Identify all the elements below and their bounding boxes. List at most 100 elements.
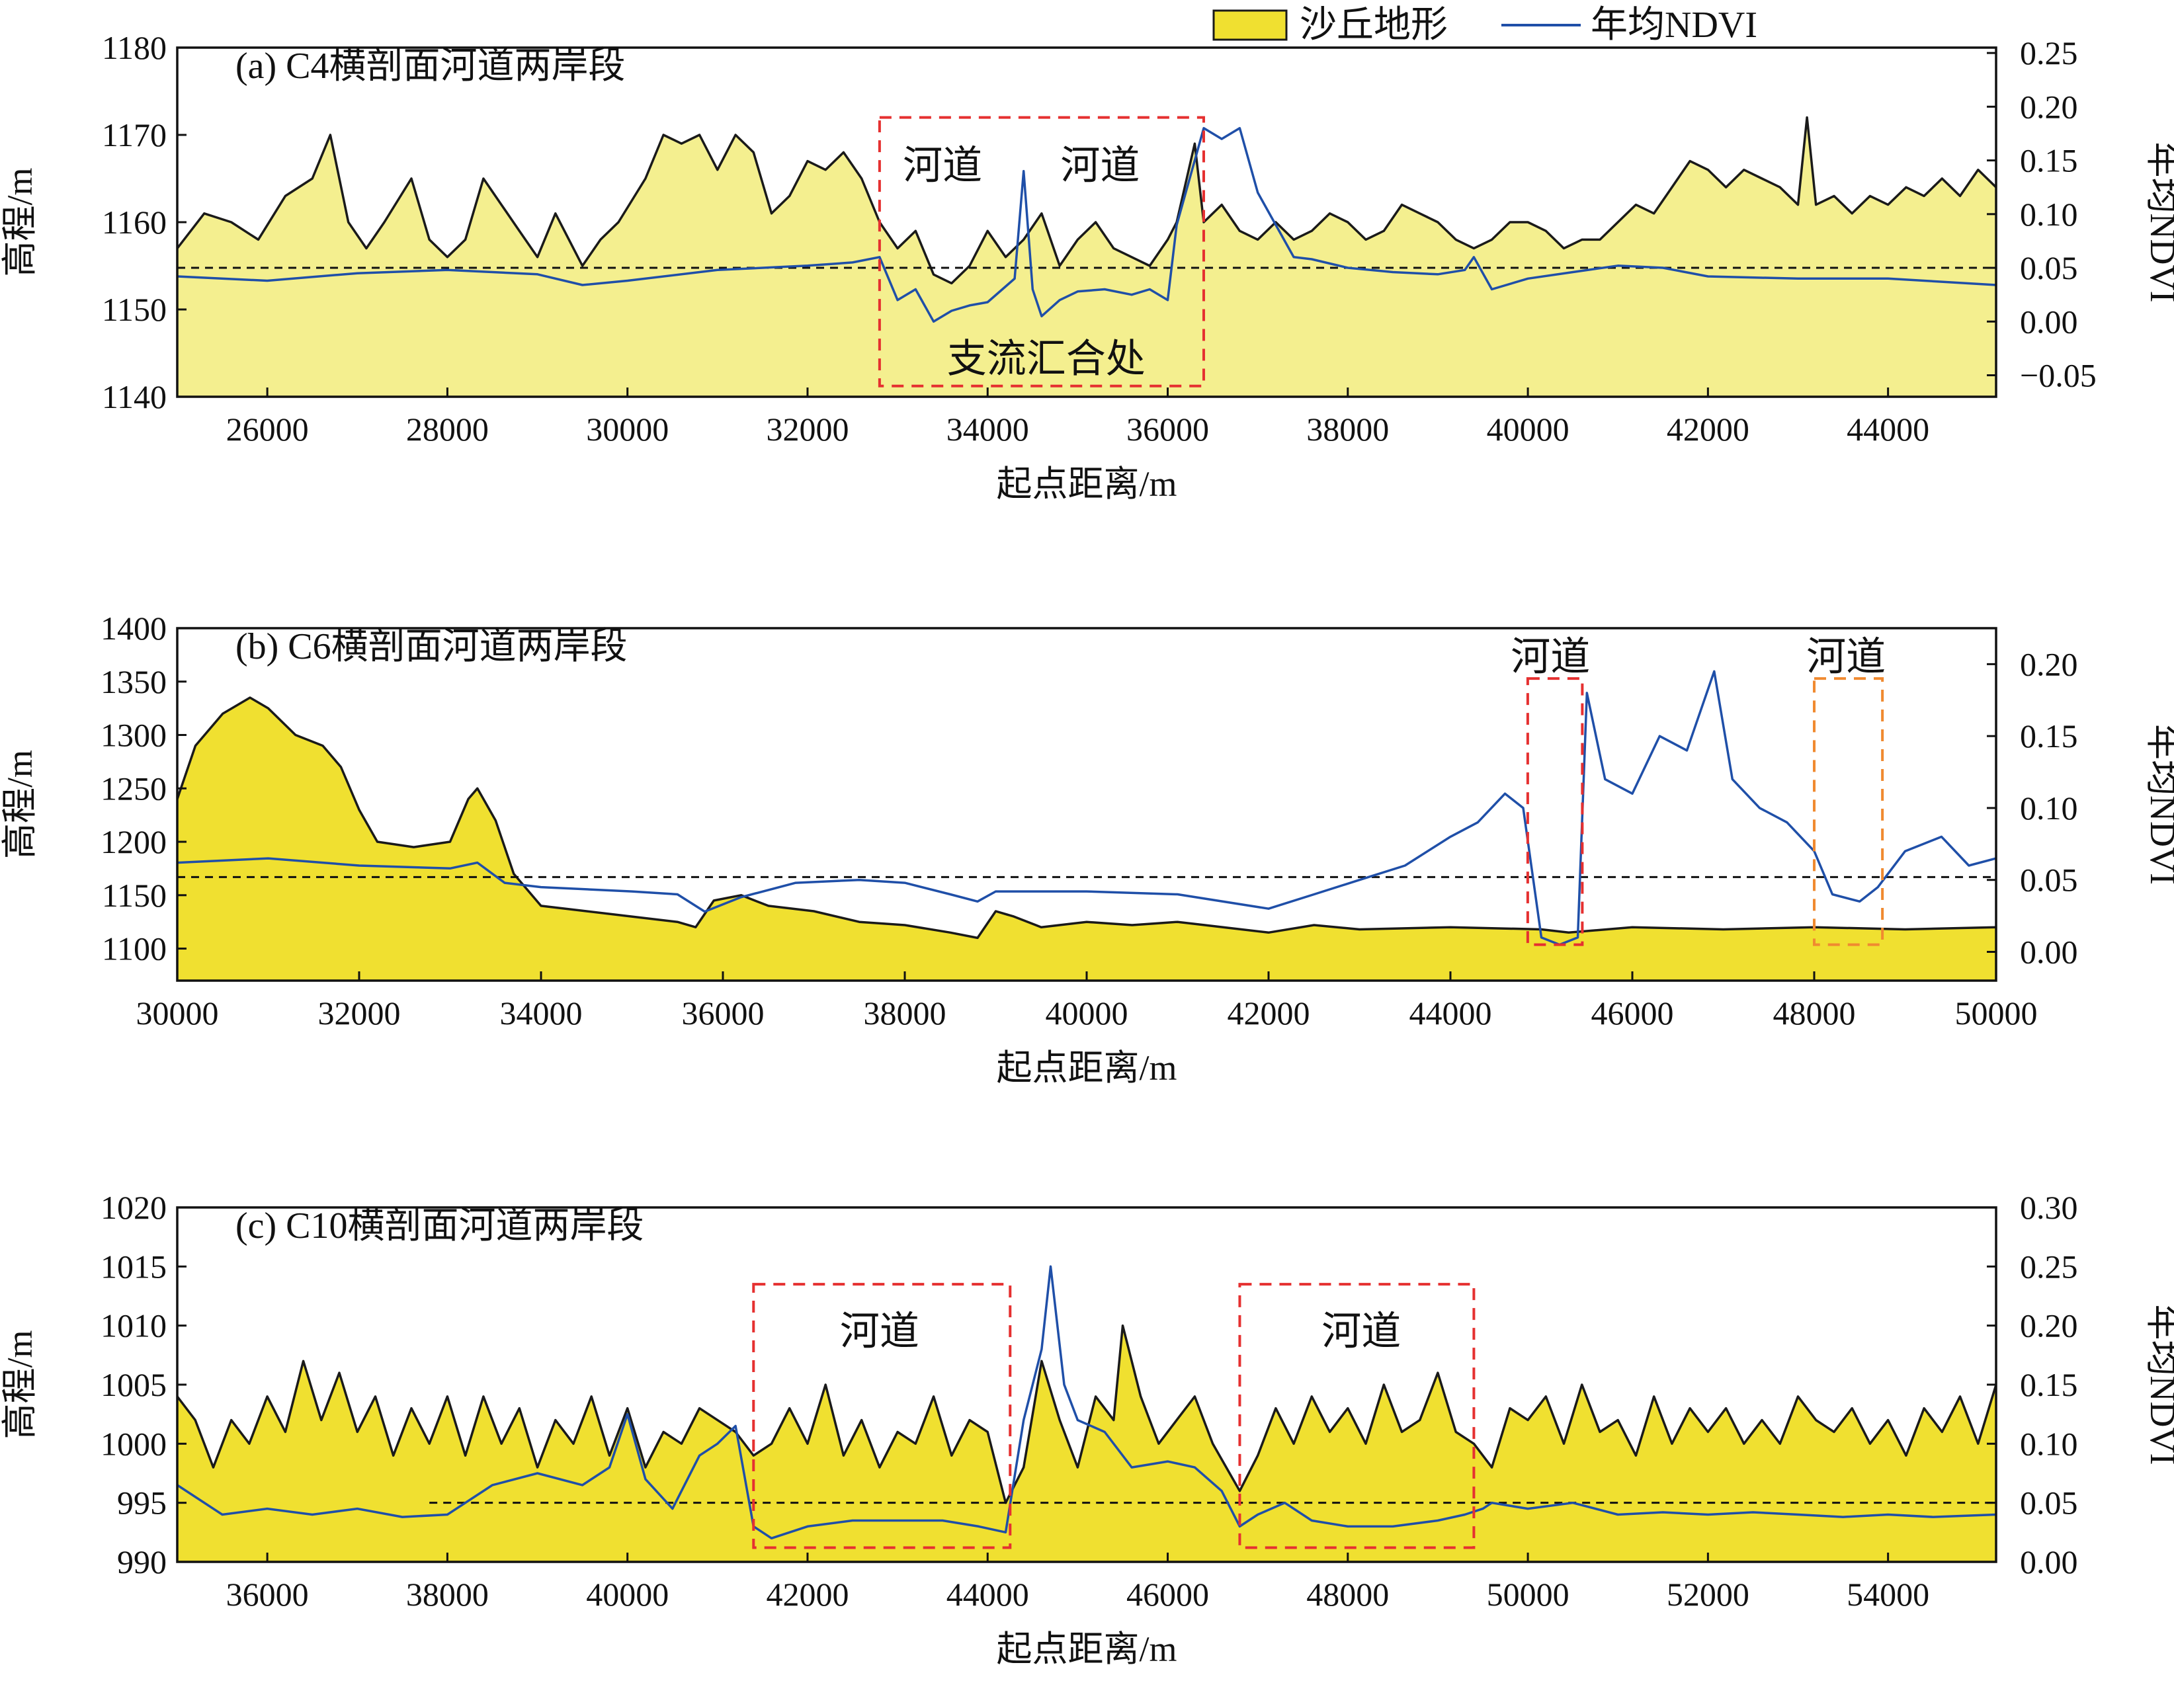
x-tick-label-a-8: 42000 (1667, 411, 1749, 448)
y2-tick-label-c-1: 0.05 (2020, 1484, 2078, 1522)
panel-title-c: (c) C10横剖面河道两岸段 (235, 1205, 644, 1246)
y-axis-label-c: 高程/m (0, 1330, 40, 1439)
x-tick-label-a-2: 30000 (586, 411, 669, 448)
panel-a-plot-area (177, 116, 1996, 397)
x-tick-label-a-9: 44000 (1847, 411, 1929, 448)
terrain-line-b (177, 696, 1996, 940)
channel-label-b-0: 河道 (1511, 635, 1590, 679)
ndvi-line-c (177, 1265, 1996, 1540)
x-tick-label-c-6: 48000 (1306, 1576, 1389, 1613)
y2-axis-label-c: 年均NDVI (2143, 1305, 2174, 1465)
terrain-line-c (177, 1324, 1996, 1504)
y2-tick-label-c-0: 0.00 (2020, 1543, 2078, 1580)
x-tick-label-c-2: 40000 (586, 1576, 669, 1613)
y-tick-label-a-2: 1160 (102, 204, 167, 241)
y-tick-label-a-0: 1140 (102, 378, 167, 415)
y2-tick-label-b-4: 0.20 (2020, 645, 2078, 682)
x-tick-label-b-7: 44000 (1409, 995, 1492, 1032)
x-tick-label-c-5: 46000 (1126, 1576, 1209, 1613)
y2-tick-label-c-3: 0.15 (2020, 1366, 2078, 1403)
x-tick-label-c-8: 52000 (1667, 1576, 1749, 1613)
y-tick-label-c-5: 1015 (101, 1248, 167, 1285)
y2-tick-label-c-2: 0.10 (2020, 1425, 2078, 1462)
x-tick-label-a-7: 40000 (1487, 411, 1569, 448)
x-tick-label-b-2: 34000 (500, 995, 583, 1032)
panel-c-plot-area (177, 1265, 1996, 1562)
channel-label-b-1: 河道 (1806, 635, 1886, 679)
y-tick-label-a-3: 1170 (102, 116, 167, 153)
x-axis-label-a: 起点距离/m (996, 464, 1177, 504)
x-tick-label-b-4: 38000 (864, 995, 946, 1032)
y-tick-label-c-4: 1010 (101, 1307, 167, 1344)
y-tick-label-b-3: 1250 (101, 770, 167, 807)
y-tick-label-a-1: 1150 (102, 291, 167, 328)
channel-box-b-0 (1526, 677, 1584, 946)
legend-terrain-label: 沙丘地形 (1300, 5, 1448, 46)
x-tick-label-a-6: 38000 (1306, 411, 1389, 448)
panel-c: 河道 河道 36000 38000 40000 42000 44000 46000 48000 5… (0, 1189, 2174, 1669)
x-tick-label-c-3: 42000 (766, 1576, 849, 1613)
y-tick-label-c-3: 1005 (101, 1366, 167, 1403)
panel-b-plot-area (177, 670, 1996, 981)
x-tick-label-b-8: 46000 (1591, 995, 1674, 1032)
x-tick-label-c-0: 36000 (226, 1576, 309, 1613)
y2-tick-label-a-6: 0.25 (2020, 34, 2078, 71)
channel-box-c-1 (1238, 1283, 1476, 1549)
ndvi-line-b (177, 670, 1996, 946)
channel-label-c-0: 河道 (840, 1310, 919, 1354)
terrain-area-a (177, 117, 1996, 397)
x-tick-label-a-3: 32000 (766, 411, 849, 448)
ndvi-line-a (177, 127, 1996, 323)
y2-tick-label-a-4: 0.15 (2020, 142, 2078, 179)
x-tick-label-a-5: 36000 (1126, 411, 1209, 448)
terrain-area-c (177, 1325, 1996, 1562)
legend-ndvi-label: 年均NDVI (1591, 5, 1757, 46)
y2-axis-label-a: 年均NDVI (2143, 142, 2174, 303)
y-tick-label-b-1: 1150 (102, 877, 167, 914)
terrain-area-b (177, 698, 1996, 981)
y-axis-label-a: 高程/m (0, 167, 40, 276)
x-tick-label-a-4: 34000 (946, 411, 1029, 448)
y2-tick-label-b-0: 0.00 (2020, 933, 2078, 970)
y-tick-label-b-2: 1200 (101, 823, 167, 860)
y-tick-label-b-0: 1100 (102, 930, 167, 967)
x-tick-label-b-9: 48000 (1773, 995, 1856, 1032)
x-tick-label-a-0: 26000 (226, 411, 309, 448)
panel-b: 河道 河道 30000 32000 34000 36000 38000 40000 42000 4… (0, 610, 2174, 1088)
y2-tick-label-a-2: 0.05 (2020, 249, 2078, 286)
y2-tick-label-a-5: 0.20 (2020, 88, 2078, 125)
x-tick-label-b-1: 32000 (318, 995, 401, 1032)
y2-tick-label-a-3: 0.10 (2020, 196, 2078, 233)
x-tick-label-c-7: 50000 (1487, 1576, 1569, 1613)
y2-tick-label-a-1: 0.00 (2020, 303, 2078, 340)
panel-title-a: (a) C4横剖面河道两岸段 (235, 46, 626, 87)
channel-label-c-1: 河道 (1321, 1310, 1401, 1354)
y2-tick-label-c-6: 0.30 (2020, 1189, 2078, 1226)
y2-tick-label-b-2: 0.10 (2020, 790, 2078, 827)
y2-tick-label-c-4: 0.20 (2020, 1307, 2078, 1344)
x-tick-label-b-6: 42000 (1228, 995, 1310, 1032)
x-tick-label-c-4: 44000 (946, 1576, 1029, 1613)
y-tick-label-c-0: 990 (117, 1543, 167, 1580)
terrain-line-a (177, 116, 1996, 285)
y2-tick-label-a-0: −0.05 (2020, 357, 2097, 394)
y2-tick-label-b-1: 0.05 (2020, 862, 2078, 899)
y2-tick-label-c-5: 0.25 (2020, 1248, 2078, 1285)
x-tick-label-c-9: 54000 (1847, 1576, 1929, 1613)
x-axis-label-b: 起点距离/m (996, 1048, 1177, 1088)
x-tick-label-b-3: 36000 (682, 995, 765, 1032)
x-tick-label-a-1: 28000 (406, 411, 489, 448)
x-tick-label-b-10: 50000 (1955, 995, 2038, 1032)
panel-title-b: (b) C6横剖面河道两岸段 (235, 626, 628, 667)
x-axis-label-c: 起点距离/m (996, 1629, 1177, 1669)
channel-label-a-2: 支流汇合处 (947, 337, 1146, 381)
channel-box-a-0 (878, 116, 1205, 387)
legend-terrain-swatch (1212, 9, 1288, 41)
y2-tick-label-b-3: 0.15 (2020, 717, 2078, 754)
y-tick-label-c-6: 1020 (101, 1189, 167, 1226)
x-tick-label-b-0: 30000 (136, 995, 219, 1032)
y-tick-label-b-6: 1400 (101, 610, 167, 647)
legend: 沙丘地形 年均NDVI (1212, 5, 1757, 46)
